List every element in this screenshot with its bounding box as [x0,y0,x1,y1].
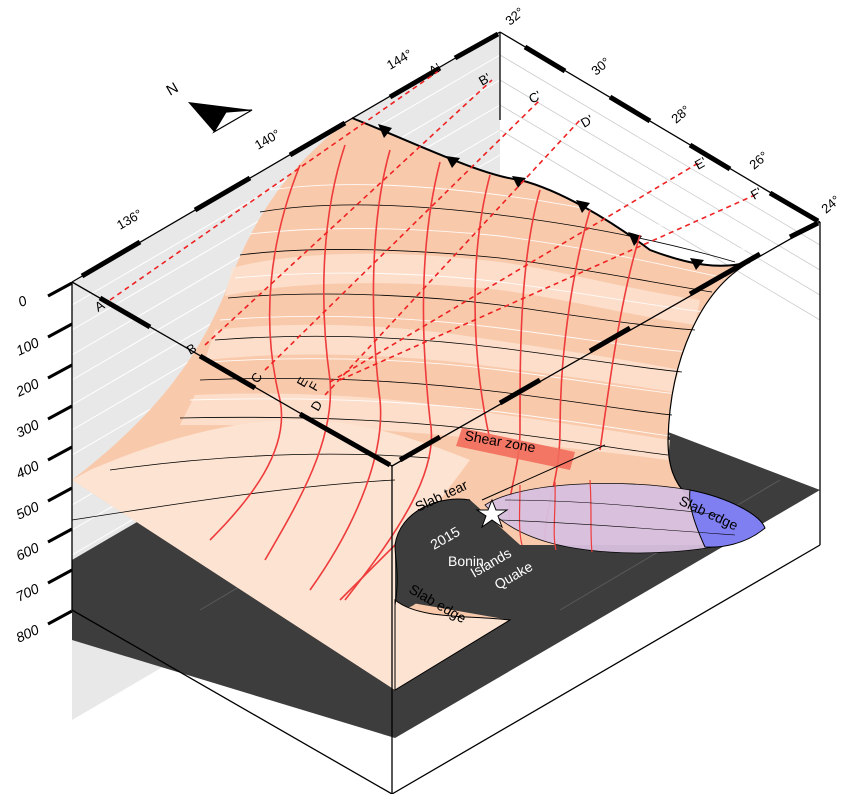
depth-tick-label: 200 [12,375,41,400]
depth-tick-label: 400 [13,457,41,481]
depth-labels: 0 100 200 300 400 500 600 700 800 [12,292,41,645]
north-label: N [164,79,182,99]
depth-tick-label: 100 [13,334,41,358]
north-arrow-icon [188,102,252,132]
depth-tick-label: 500 [13,498,41,522]
depth-tick-label: 800 [13,621,41,645]
depth-tick-label: 600 [13,539,41,563]
trench-teeth [378,124,704,270]
lower-slab [394,598,512,691]
slab-tear-hole [395,499,520,609]
latitude-tick-label: 26° [746,148,771,172]
longitude-tick-label: 136° [114,206,145,232]
latitude-tick-label: 28° [668,102,693,126]
depth-tick-label: 0 [15,292,29,310]
profile-traces [109,69,756,396]
latitude-tick-label: 30° [588,54,613,78]
depth-tick-label: 700 [13,580,41,604]
latitude-tick-label: 24° [818,192,843,216]
north-arrow: N [164,79,253,134]
shear-zone-band [456,428,575,470]
longitude-tick-label: 144° [384,46,415,72]
quake-star-icon [475,498,509,529]
longitude-tick-label: 140° [252,126,283,152]
quake-label-line: Bonin [448,553,484,569]
latitude-tick-label: 32° [502,4,527,28]
frame-scalebars [80,31,820,468]
depth-tick-label: 300 [13,416,41,440]
depth-axis [47,281,73,626]
